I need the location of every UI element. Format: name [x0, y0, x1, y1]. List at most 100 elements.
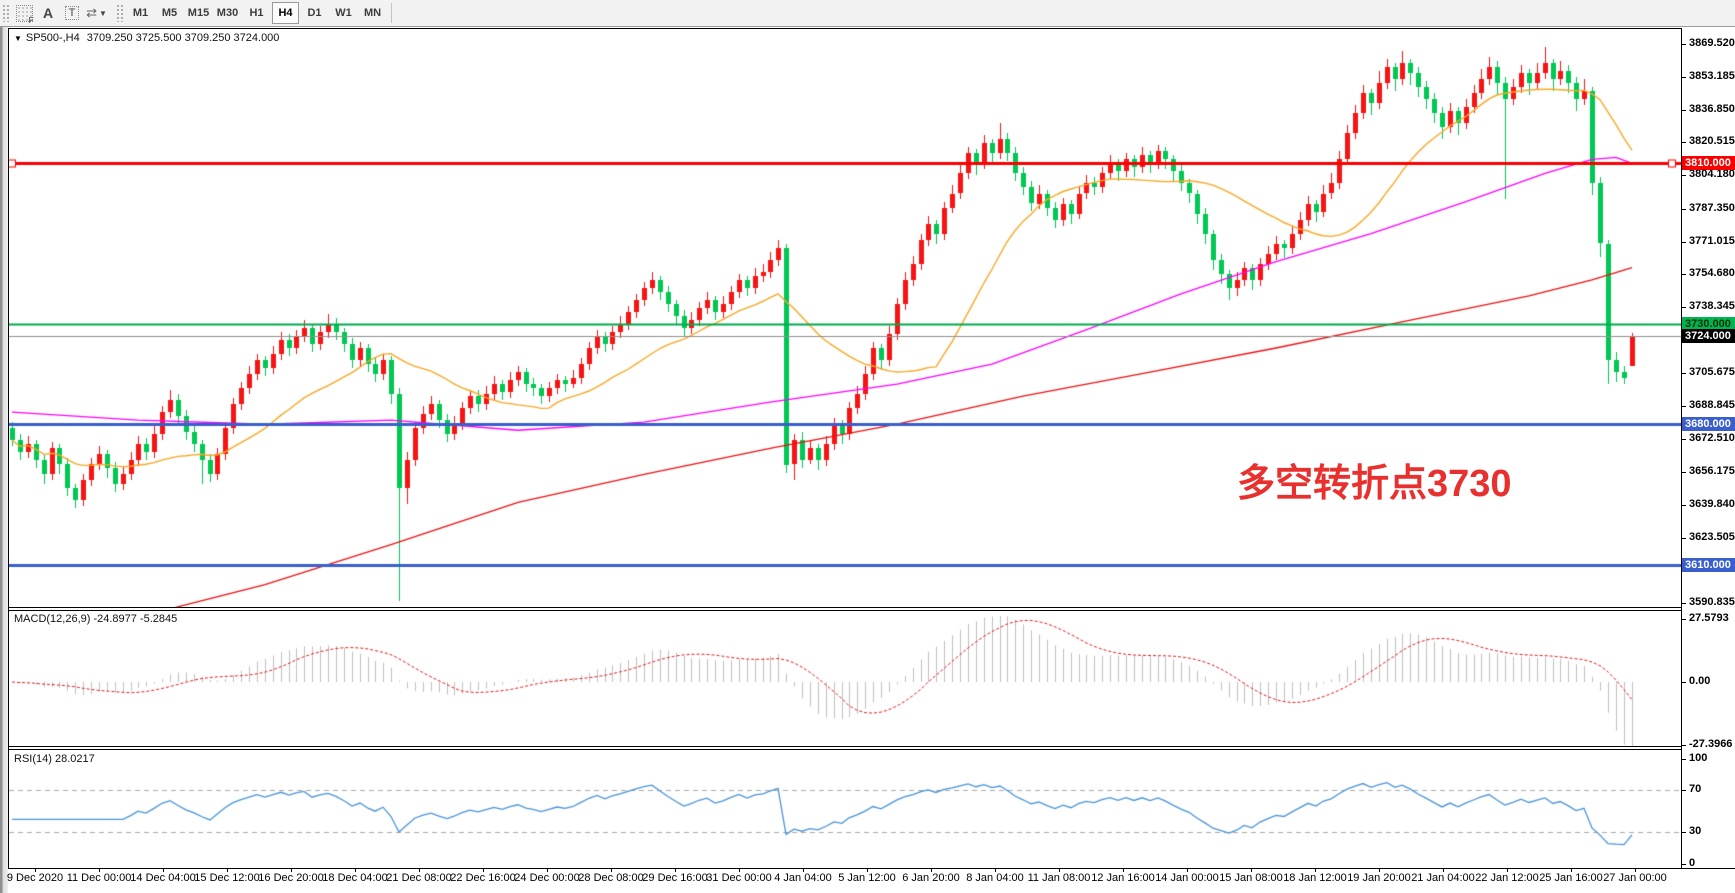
macd-panel-top-border[interactable]	[8, 610, 1735, 611]
tf-button-m15[interactable]: M15	[187, 7, 210, 19]
chart-ohlc-values: 3709.250 3725.500 3709.250 3724.000	[86, 32, 280, 44]
time-tick	[803, 868, 804, 872]
price-tick	[1682, 537, 1686, 539]
tf-button-d1[interactable]: D1	[307, 7, 322, 19]
time-tick-label: 21 Jan 04:00	[1411, 872, 1475, 884]
time-tick	[1059, 868, 1060, 872]
time-tick-label: 11 Jan 08:00	[1027, 872, 1091, 884]
tf-button-h4[interactable]: H4	[272, 2, 299, 24]
time-tick	[739, 868, 740, 872]
price-tick-label: 3705.675	[1689, 365, 1735, 378]
text-label-icon[interactable]: A	[42, 5, 54, 21]
style-arrows-icon[interactable]: ⇄ ▼	[86, 5, 107, 20]
time-tick-label: 22 Dec 16:00	[450, 872, 516, 884]
price-tick	[1682, 472, 1686, 474]
price-line-label-3680: 3680.000	[1682, 417, 1735, 432]
indicator-axis-tick	[1682, 682, 1686, 683]
price-tick	[1682, 406, 1686, 408]
indicator-axis-tick	[1682, 745, 1686, 746]
time-tick-label: 29 Dec 16:00	[642, 872, 708, 884]
price-axis[interactable]: 3869.520 3853.185 3836.850 3820.515 3804.180…	[1682, 28, 1735, 869]
price-tick-label: 3688.845	[1689, 399, 1735, 412]
price-tick	[1682, 372, 1686, 374]
time-tick	[1315, 868, 1316, 872]
time-tick	[547, 868, 548, 872]
indicator-axis-tick	[1682, 864, 1686, 865]
macd-canvas[interactable]	[9, 611, 1681, 746]
macd-indicator-label: MACD(12,26,9) -24.8977 -5.2845	[14, 613, 178, 625]
time-tick	[483, 868, 484, 872]
chart-grid-f-icon[interactable]	[13, 3, 35, 25]
indicator-axis-tick	[1682, 759, 1686, 760]
tf-button-w1[interactable]: W1	[335, 7, 352, 19]
time-tick	[867, 868, 868, 872]
chart-left-border	[8, 28, 9, 869]
timeframe-group: M1 M5 M15 M30 H1 H4 D1 W1 MN	[126, 2, 387, 24]
symbol-dropdown-icon[interactable]: ▼	[14, 34, 22, 43]
price-tick-label: 3853.185	[1689, 69, 1735, 82]
rsi-canvas[interactable]	[9, 750, 1681, 867]
time-tick	[931, 868, 932, 872]
price-tick	[1682, 44, 1686, 45]
indicator-axis-tick	[1682, 619, 1686, 620]
main-panel-bottom-border[interactable]	[8, 607, 1735, 608]
tf-button-h1[interactable]: H1	[249, 7, 264, 19]
main-chart-canvas[interactable]	[9, 29, 1681, 607]
toolbar: A T ⇄▼ M1 M5 M15 M30 H1 H4 D1 W1 MN	[0, 0, 1735, 27]
price-line-label-3810: 3810.000	[1682, 156, 1735, 171]
time-tick	[355, 868, 356, 872]
time-tick-label: 25 Jan 16:00	[1539, 872, 1603, 884]
time-tick-label: 31 Dec 00:00	[706, 872, 772, 884]
price-line-label-3724: 3724.000	[1682, 328, 1735, 343]
time-tick-label: 19 Jan 20:00	[1347, 872, 1411, 884]
tf-button-m30[interactable]: M30	[216, 7, 239, 19]
time-tick	[995, 868, 996, 872]
time-axis[interactable]: 9 Dec 2020 11 Dec 00:00 14 Dec 04:00 15 Dec…	[6, 868, 1735, 891]
indicator-axis-label: 0.00	[1689, 675, 1711, 687]
price-tick-label: 3869.520	[1689, 37, 1735, 49]
price-tick-label: 3754.680	[1689, 267, 1735, 280]
indicator-axis-label: 70	[1689, 783, 1702, 795]
chart-symbol: SP500-,H4	[25, 32, 80, 44]
toolbar-drag-handle[interactable]	[2, 4, 9, 22]
time-tick-label: 18 Dec 04:00	[322, 872, 388, 884]
tf-button-m1[interactable]: M1	[132, 7, 149, 19]
time-tick-label: 28 Dec 08:00	[578, 872, 644, 884]
time-tick-label: 5 Jan 12:00	[838, 872, 896, 884]
chart-top-border	[8, 28, 1735, 29]
indicator-axis-label: 100	[1689, 752, 1708, 764]
tf-button-mn[interactable]: MN	[363, 7, 382, 19]
time-tick-label: 14 Jan 00:00	[1155, 872, 1219, 884]
time-tick-label: 9 Dec 2020	[6, 872, 64, 884]
time-tick-label: 4 Jan 04:00	[774, 872, 832, 884]
price-tick-label: 3672.510	[1689, 432, 1735, 445]
time-tick-label: 24 Dec 00:00	[514, 872, 580, 884]
toolbar-drag-handle[interactable]	[116, 4, 123, 22]
price-tick-label: 3820.515	[1689, 135, 1735, 148]
time-tick-label: 27 Jan 00:00	[1603, 872, 1667, 884]
time-tick-label: 6 Jan 20:00	[902, 872, 960, 884]
price-line-label-3730: 3730.000	[1682, 316, 1735, 331]
time-tick	[99, 868, 100, 872]
indicator-axis-tick	[1682, 832, 1686, 833]
time-tick-label: 11 Dec 00:00	[66, 872, 132, 884]
time-tick	[611, 868, 612, 872]
time-tick	[675, 868, 676, 872]
text-box-icon[interactable]: T	[61, 3, 83, 23]
price-tick-label: 3836.850	[1689, 102, 1735, 115]
dropdown-caret-icon[interactable]: ▼	[98, 8, 107, 18]
price-tick	[1682, 175, 1686, 177]
time-tick-label: 12 Jan 16:00	[1091, 872, 1155, 884]
price-tick-label: 3771.015	[1689, 234, 1735, 247]
chart-annotation-text: 多空转折点3730	[1237, 463, 1512, 505]
indicator-axis-label: 30	[1689, 825, 1702, 837]
price-tick-label: 3656.175	[1689, 465, 1735, 478]
tf-button-m5[interactable]: M5	[161, 7, 178, 19]
window-edge	[0, 27, 8, 893]
price-tick	[1682, 142, 1686, 144]
price-tick-label: 3590.835	[1689, 596, 1735, 609]
rsi-panel-top-border[interactable]	[8, 749, 1735, 750]
macd-panel-bottom-border[interactable]	[8, 746, 1735, 747]
chart-title: ▼ SP500-,H4 3709.250 3725.500 3709.250 372…	[14, 32, 279, 44]
